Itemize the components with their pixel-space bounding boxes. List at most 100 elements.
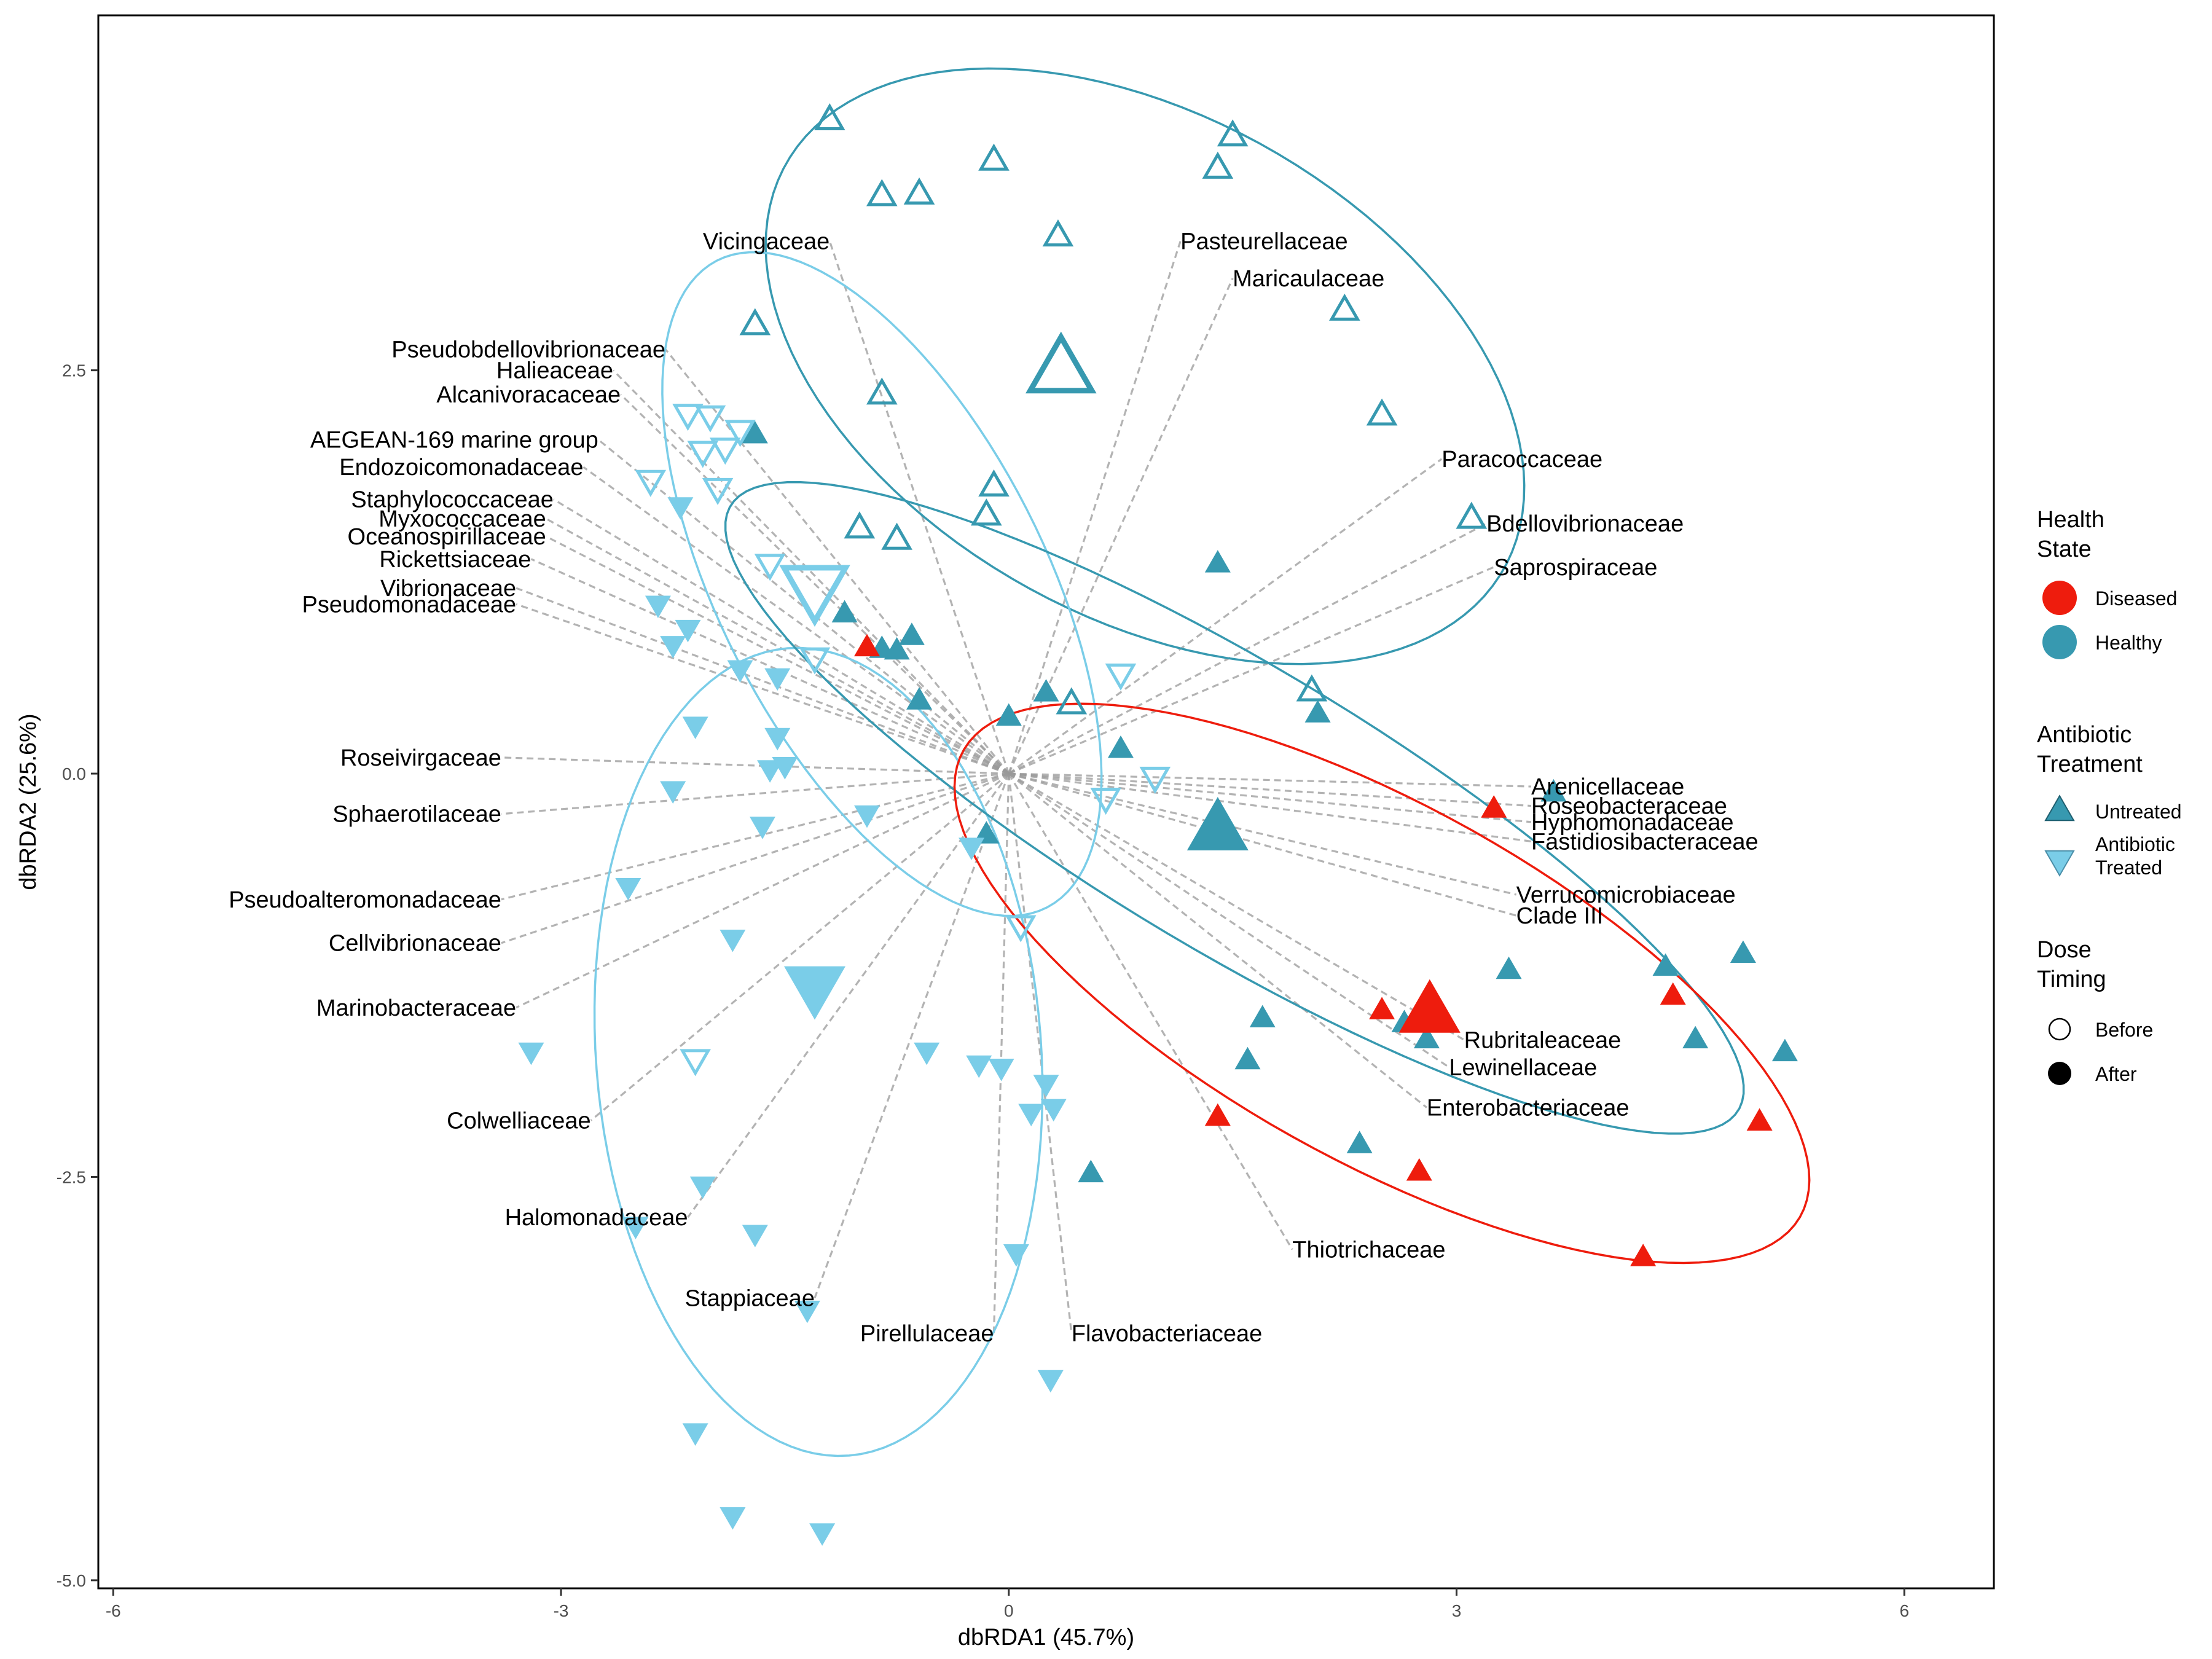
legend-treatment-label: Antibiotic: [2095, 833, 2175, 855]
x-tick-label: 6: [1899, 1601, 1909, 1620]
legend-timing-label: Before: [2095, 1019, 2153, 1041]
sample-point: [799, 647, 831, 675]
sample-point: [635, 469, 667, 497]
sample-point: [881, 522, 912, 550]
sample-point: [1304, 700, 1331, 723]
sample-point: [1018, 1104, 1045, 1127]
sample-point: [1329, 293, 1360, 321]
sample-point: [1202, 151, 1234, 179]
ellipses: [593, 67, 1811, 1457]
legend-treatment-title: Antibiotic: [2037, 722, 2132, 748]
group-centroid: [1398, 979, 1461, 1033]
species-segment: [553, 498, 1010, 775]
legend-timing-title: Dose: [2037, 937, 2092, 963]
species-segment: [620, 393, 1010, 775]
sample-point: [1249, 1005, 1276, 1028]
sample-point: [772, 757, 798, 780]
species-segment: [1008, 522, 1487, 775]
sample-point: [1078, 1159, 1104, 1183]
sample-point: [675, 619, 701, 643]
y-tick-label: -2.5: [57, 1167, 86, 1186]
sample-point: [884, 637, 910, 660]
sample-point: [1139, 766, 1171, 794]
x-tick-label: -6: [106, 1601, 121, 1620]
species-segment: [1008, 772, 1427, 1108]
sample-point: [1105, 663, 1137, 691]
species-label: Colwelliaceae: [447, 1108, 590, 1134]
species-label: Vicingaceae: [703, 229, 830, 255]
group-ellipse: [764, 67, 1526, 665]
y-axis-title: dbRDA2 (25.6%): [15, 713, 41, 890]
sample-point: [1771, 1038, 1798, 1062]
sample-point: [1413, 1026, 1440, 1049]
sample-point: [1204, 550, 1231, 573]
sample-point: [645, 595, 671, 619]
species-segment: [530, 558, 1010, 775]
sample-point: [1682, 1026, 1709, 1049]
species-label: Verrucomicrobiaceae: [1516, 882, 1736, 908]
species-label: Halieaceae: [496, 358, 613, 384]
species-label: Cellvibrionaceae: [329, 931, 501, 957]
species-label: Alcanivoracaceae: [436, 382, 621, 408]
species-label: Stappiaceae: [685, 1285, 815, 1311]
species-label: Pasteurellaceae: [1180, 229, 1348, 255]
legend-treatment-title: Treatment: [2037, 751, 2143, 777]
species-label: Oceanospirillaceae: [348, 524, 546, 550]
axes: -6 -3 0 3 6 -5.0 -2.5 0.0 2.5: [57, 14, 1995, 1620]
species-label: Hyphomonadaceae: [1531, 810, 1734, 836]
species-label: Pseudoalteromonadaceae: [229, 887, 501, 913]
sample-point: [844, 511, 876, 539]
species-label: Vibrionaceae: [380, 576, 516, 602]
sample-point: [1746, 1108, 1773, 1131]
sample-point: [689, 1176, 716, 1199]
species-label: Roseobacteraceae: [1531, 794, 1727, 820]
species-segment: [501, 772, 1009, 815]
sample-point: [1037, 1370, 1064, 1393]
sample-point: [667, 497, 694, 520]
sample-point: [995, 703, 1022, 726]
sample-point: [1481, 795, 1507, 818]
sample-point: [764, 668, 791, 691]
sample-point: [720, 929, 746, 952]
sample-point: [660, 636, 686, 659]
species-segment: [1008, 458, 1443, 775]
species-label: Fastidiosibacteraceae: [1531, 829, 1759, 855]
y-tick-label: 2.5: [62, 361, 86, 380]
sample-point: [742, 1225, 768, 1248]
sample-point: [1456, 501, 1488, 529]
group-ellipse: [724, 481, 1745, 1135]
species-label: Arenicellaceae: [1531, 774, 1684, 800]
sample-point: [1056, 687, 1088, 715]
species-label: Thiotrichaceae: [1292, 1237, 1445, 1263]
species-label: AEGEAN-169 marine group: [310, 428, 598, 453]
sample-point: [680, 1049, 711, 1077]
species-label: Endozoicomonadaceae: [339, 455, 583, 480]
sample-point: [749, 817, 775, 839]
legend-timing-label: After: [2095, 1063, 2137, 1085]
sample-point: [854, 805, 880, 828]
sample-point: [1496, 956, 1522, 979]
legend-health-label: Diseased: [2095, 587, 2177, 610]
sample-point: [518, 1042, 544, 1065]
species-segment: [687, 773, 1010, 1218]
sample-point: [1204, 1103, 1231, 1126]
x-tick-label: -3: [554, 1601, 569, 1620]
sample-point: [794, 1300, 820, 1324]
sample-point: [682, 716, 708, 739]
sample-point: [720, 1507, 746, 1530]
species-label: Marinobacteraceae: [316, 995, 516, 1021]
sample-point: [1630, 1244, 1657, 1266]
y-tick-label: -5.0: [57, 1571, 86, 1590]
sample-point: [1369, 997, 1395, 1019]
legend-untreated-swatch: [2044, 794, 2075, 822]
sample-point: [898, 622, 925, 645]
species-segment: [516, 772, 1010, 1009]
species-segment: [664, 348, 1010, 775]
species-labels: Vicingaceae Pasteurellaceae Maricaulaceae P…: [229, 229, 1758, 1347]
legend-treatment-label: Treated: [2095, 857, 2162, 879]
sample-point: [1003, 1244, 1029, 1267]
species-segment: [546, 535, 1010, 775]
legend-timing-swatch: [2048, 1018, 2071, 1041]
clipped-content: Vicingaceae Pasteurellaceae Maricaulaceae P…: [229, 67, 1811, 1546]
sample-point: [809, 1523, 836, 1546]
